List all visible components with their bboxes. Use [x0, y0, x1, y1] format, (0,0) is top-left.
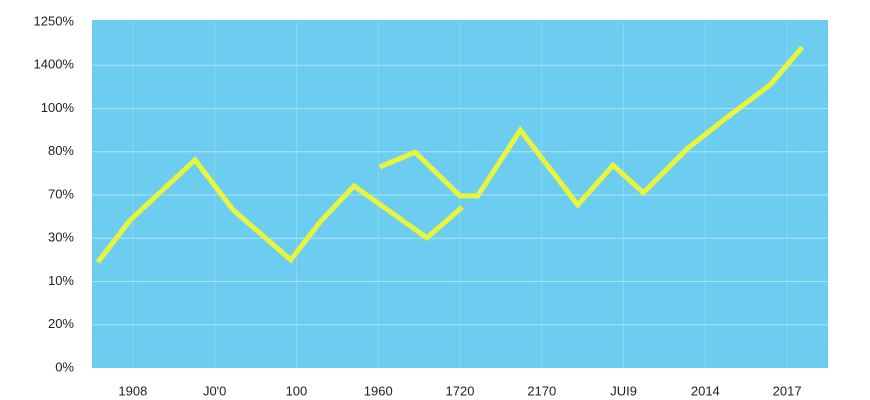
x-tick-label: 2170 [527, 383, 556, 398]
x-tick-label: 2014 [691, 383, 720, 398]
y-tick-label: 10% [48, 273, 74, 288]
y-tick-label: 1250% [34, 13, 75, 28]
y-tick-label: 20% [48, 316, 74, 331]
y-tick-label: 1400% [34, 57, 75, 72]
x-tick-label: 2017 [773, 383, 802, 398]
data-line [95, 156, 464, 264]
y-tick-label: 30% [48, 230, 74, 245]
x-tick-label: 1908 [118, 383, 147, 398]
y-tick-label: 0% [55, 359, 74, 374]
x-tick-label: 1720 [446, 383, 475, 398]
x-tick-label: 1960 [364, 383, 393, 398]
x-tick-label: JUI9 [610, 383, 637, 398]
y-tick-label: 70% [48, 186, 74, 201]
y-tick-label: 80% [48, 143, 74, 158]
y-tick-label: 100% [41, 100, 75, 115]
x-tick-label: J0'0 [203, 383, 226, 398]
x-tick-label: 100 [286, 383, 308, 398]
data-line [378, 45, 805, 209]
